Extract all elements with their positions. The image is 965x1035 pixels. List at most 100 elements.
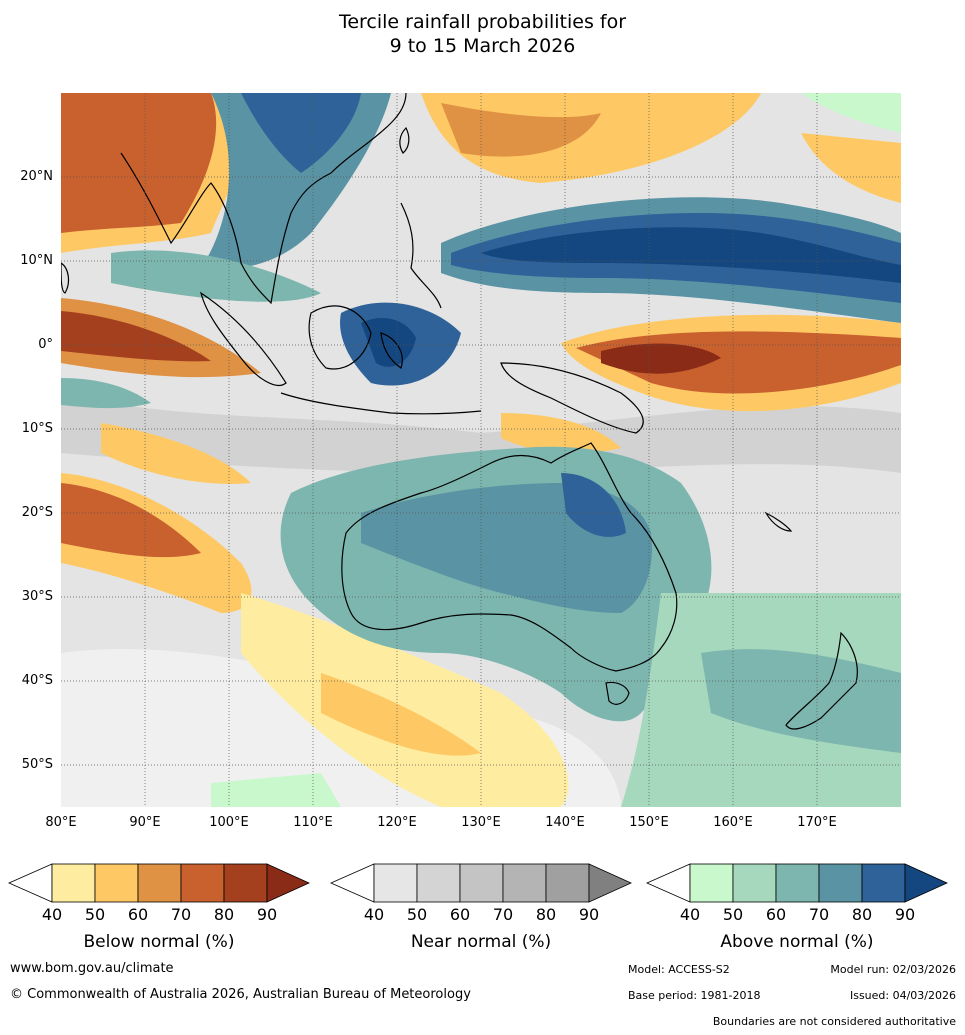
legend-above-tick-70: 70	[808, 905, 830, 924]
above-normal-west-patch	[61, 378, 151, 409]
legend-near-swatch-6	[588, 863, 632, 903]
legend-above-swatch-6	[904, 863, 948, 903]
new-caledonia-coastline	[764, 511, 793, 532]
lon-label-130e: 130°E	[461, 815, 501, 830]
tasmania-coastline	[605, 681, 630, 705]
legend-above-swatch-1	[689, 863, 734, 903]
above-normal-indochina-strong	[241, 93, 361, 173]
issued-text: Issued: 04/03/2026	[849, 989, 956, 1002]
below-normal-southern-core	[321, 673, 481, 756]
philippines-coastline	[400, 202, 442, 309]
legend-below-swatch-3	[137, 863, 182, 903]
legend-below-tick-60: 60	[127, 905, 149, 924]
below-normal-indian-ocean-strong	[61, 311, 211, 362]
sri-lanka-coastline	[61, 262, 70, 294]
rainfall-probability-map	[61, 93, 901, 807]
below-normal-far-east	[801, 133, 901, 203]
coastlines	[61, 93, 858, 730]
legend-below-swatch-2	[94, 863, 139, 903]
legend-below-tick-80: 80	[213, 905, 235, 924]
above-normal-indochina	[201, 93, 391, 270]
java-coastline	[280, 392, 482, 415]
new-guinea-coastline	[500, 362, 644, 434]
legend-below-tick-90: 90	[256, 905, 278, 924]
lat-label-20s: 20°S	[21, 505, 53, 520]
model-text: Model: ACCESS-S2	[628, 963, 730, 976]
legend-below-swatch-0	[8, 863, 53, 903]
legend-below-swatch-6	[266, 863, 310, 903]
new-zealand-coastline	[785, 631, 858, 730]
legend-above-swatch-4	[818, 863, 863, 903]
legend-near-tick-60: 60	[449, 905, 471, 924]
lon-label-140e: 140°E	[545, 815, 585, 830]
sumatra-coastline	[200, 291, 287, 386]
sulawesi-coastline	[380, 332, 403, 369]
lat-label-30s: 30°S	[21, 589, 53, 604]
lon-label-90e: 90°E	[129, 815, 161, 830]
model-run-text: Model run: 02/03/2026	[830, 963, 956, 976]
above-normal-north-pacific-core	[481, 227, 901, 283]
legend-below-tick-70: 70	[170, 905, 192, 924]
legend-near-tick-50: 50	[406, 905, 428, 924]
legend-near-tick-40: 40	[363, 905, 385, 924]
legend-near-swatch-1	[373, 863, 418, 903]
legend-near-swatch-0	[330, 863, 375, 903]
below-normal-south-indian-strong	[61, 483, 201, 558]
lat-label-10s: 10°S	[21, 421, 53, 436]
lon-label-170e: 170°E	[797, 815, 837, 830]
taiwan-coastline	[399, 126, 410, 154]
legend-near-tick-70: 70	[492, 905, 514, 924]
legend-near-tick-90: 90	[578, 905, 600, 924]
legend-above-tick-40: 40	[679, 905, 701, 924]
above-normal-equatorial-indian	[111, 250, 321, 302]
below-normal-equatorial-pacific-core	[601, 343, 721, 374]
lat-label-50s: 50°S	[21, 757, 53, 772]
legend-above-label: Above normal (%)	[720, 932, 874, 952]
lon-label-120e: 120°E	[377, 815, 417, 830]
legend-near-tick-80: 80	[535, 905, 557, 924]
below-normal-southern-ocean	[241, 593, 569, 807]
base-period-text: Base period: 1981-2018	[628, 989, 761, 1002]
legend-below-tick-50: 50	[84, 905, 106, 924]
below-normal-asia-strong	[61, 93, 217, 233]
legend-above-tick-50: 50	[722, 905, 744, 924]
legend-near-normal	[330, 863, 632, 903]
boundaries-disclaimer: Boundaries are not considered authoritat…	[712, 1015, 956, 1028]
legend-above-swatch-5	[861, 863, 906, 903]
legend-near-swatch-2	[416, 863, 461, 903]
lon-label-110e: 110°E	[293, 815, 333, 830]
legend-above-tick-60: 60	[765, 905, 787, 924]
title-line-1: Tercile rainfall probabilities for	[338, 11, 627, 33]
legend-above-swatch-2	[732, 863, 777, 903]
legend-above-tick-90: 90	[894, 905, 916, 924]
lon-label-80e: 80°E	[45, 815, 77, 830]
legend-near-label: Near normal (%)	[410, 932, 552, 952]
legend-above-swatch-0	[646, 863, 691, 903]
legend-above-normal	[646, 863, 948, 903]
above-normal-cape-york	[561, 473, 626, 537]
above-normal-south-west	[211, 773, 341, 807]
lon-label-160e: 160°E	[713, 815, 753, 830]
website-link[interactable]: www.bom.gov.au/climate	[10, 961, 174, 976]
legend-below-tick-40: 40	[41, 905, 63, 924]
australia-coastline	[341, 442, 678, 672]
lat-label-10n: 10°N	[20, 253, 53, 268]
legend-below-swatch-1	[51, 863, 96, 903]
graticule	[61, 93, 901, 807]
legend-below-swatch-5	[223, 863, 268, 903]
legend-below-normal	[8, 863, 310, 903]
legend-near-swatch-3	[459, 863, 504, 903]
above-normal-new-zealand	[701, 649, 901, 753]
lat-label-40s: 40°S	[21, 673, 53, 688]
asia-coastline	[120, 93, 407, 305]
legend-above-swatch-3	[775, 863, 820, 903]
legend-near-swatch-5	[545, 863, 590, 903]
map-title: Tercile rainfall probabilities for 9 to …	[0, 10, 965, 58]
below-normal-indian-patch	[101, 423, 251, 484]
copyright-text: © Commonwealth of Australia 2026, Austra…	[10, 987, 471, 1002]
map-canvas	[61, 93, 901, 807]
borneo-coastline	[308, 305, 372, 370]
lat-label-20n: 20°N	[20, 169, 53, 184]
legend-below-label: Below normal (%)	[83, 932, 235, 952]
title-line-2: 9 to 15 March 2026	[389, 35, 576, 57]
